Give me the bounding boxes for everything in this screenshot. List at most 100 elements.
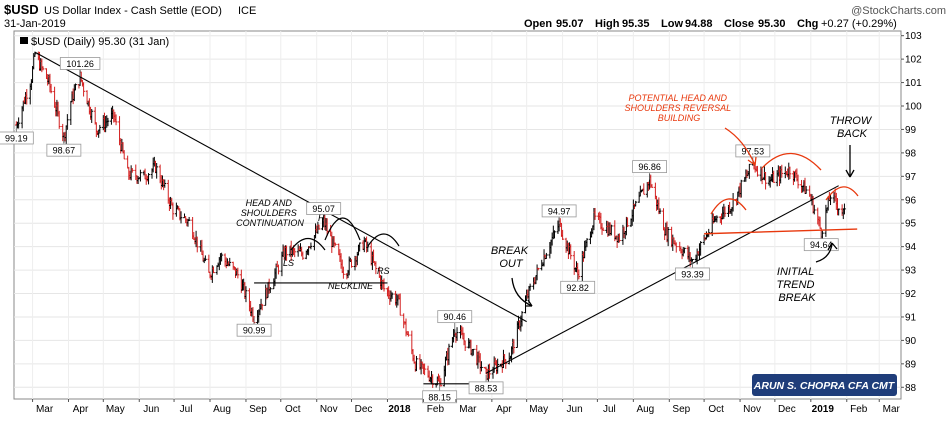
price-label-94.64: 94.64	[810, 240, 833, 250]
y-tick-label: 97	[905, 172, 917, 183]
chart-header: $USD US Dollar Index - Cash Settle (EOD)…	[4, 2, 946, 30]
x-tick-label: Mar	[883, 404, 901, 415]
x-tick-label: May	[529, 404, 548, 415]
x-tick-label: Apr	[496, 404, 512, 415]
price-labels: 99.19 98.67 101.26 90.99 95.07 88.15 90.46 88.5…	[0, 57, 839, 404]
price-label-98.67: 98.67	[53, 146, 76, 156]
legend-swatch	[20, 37, 28, 44]
y-tick-label: 100	[905, 102, 922, 113]
rs-arc	[367, 233, 400, 247]
hs-continuation-label: HEAD AND SHOULDERS CONTINUATION	[236, 198, 304, 228]
x-tick-label: Mar	[459, 404, 477, 415]
potential-line-2: SHOULDERS REVERSAL	[625, 103, 732, 113]
x-tick-label: Sep	[672, 404, 690, 415]
x-tick-label: 2018	[388, 404, 411, 415]
y-tick-label: 90	[905, 336, 917, 347]
x-tick-label: Apr	[73, 404, 89, 415]
price-label-box	[437, 310, 473, 324]
legend: $USD (Daily) 95.30 (31 Jan)	[20, 36, 169, 48]
x-tick-label: May	[106, 404, 125, 415]
trendline-support	[704, 228, 858, 235]
breakout-arrowhead	[525, 299, 533, 307]
x-tick-label: Aug	[636, 404, 654, 415]
breakout-line-1: BREAK	[491, 245, 529, 257]
x-tick-label: Aug	[213, 404, 231, 415]
y-tick-label: 89	[905, 359, 917, 370]
y-tick-label: 98	[905, 148, 917, 159]
chg-label: Chg	[797, 18, 818, 30]
x-tick-label: Jul	[180, 404, 193, 415]
watermark[interactable]: @StockCharts.com	[851, 5, 946, 17]
price-label-box	[59, 57, 101, 70]
price-label-box	[468, 381, 504, 395]
hs-line-1: HEAD AND	[246, 198, 293, 208]
potential-arrow	[724, 127, 756, 166]
price-label-93.39: 93.39	[681, 269, 704, 279]
potential-line-1: POTENTIAL HEAD AND	[628, 93, 727, 103]
trendline-downtrend	[34, 51, 527, 323]
price-series	[14, 51, 846, 388]
y-tick-label: 93	[905, 266, 917, 277]
itb-arrow	[815, 243, 833, 263]
x-tick-label: 2019	[812, 404, 835, 415]
y-tick-label: 92	[905, 289, 917, 300]
chart-date: 31-Jan-2019	[4, 18, 66, 30]
ls-arc	[290, 237, 326, 251]
rev-rs-arc	[825, 186, 859, 201]
x-tick-label: Jul	[603, 404, 616, 415]
x-tick-label: Jun	[143, 404, 159, 415]
ls-label: LS	[283, 258, 294, 268]
price-label-box	[735, 144, 771, 158]
y-tick-label: 101	[905, 78, 922, 89]
y-axis: 88 89 90 91 92 93 94 95 96 97 98 99 100 101 102 103	[901, 31, 922, 394]
itb-line-1: INITIAL	[777, 266, 814, 278]
price-label-box	[236, 323, 272, 337]
x-tick-label: Sep	[249, 404, 267, 415]
x-tick-label: Mar	[36, 404, 54, 415]
breakout-arrow	[511, 277, 533, 307]
hs-line-3: CONTINUATION	[236, 218, 304, 228]
price-label-box	[560, 280, 596, 294]
y-tick-label: 96	[905, 195, 917, 206]
price-label-box	[541, 204, 577, 218]
price-label-96.86: 96.86	[638, 162, 661, 172]
low-label: Low	[661, 18, 683, 30]
itb-line-2: TREND	[777, 279, 815, 291]
open-label: Open	[524, 18, 552, 30]
throwback-label: THROW BACK	[830, 115, 875, 140]
author-badge-bg	[752, 374, 897, 396]
throwback-line-1: THROW	[830, 115, 873, 127]
price-label-99.19: 99.19	[5, 133, 28, 143]
plot-frame	[13, 30, 902, 400]
y-tick-label: 94	[905, 242, 917, 253]
high-value: 95.35	[622, 18, 650, 30]
y-tick-label: 99	[905, 125, 917, 136]
rev-h-arc	[761, 152, 822, 171]
throwback-arrowhead	[845, 169, 855, 178]
price-label-95.07: 95.07	[312, 204, 335, 214]
author-badge-text: ARUN S. CHOPRA CFA CMT	[753, 380, 896, 392]
rev-ls-arc	[710, 198, 747, 215]
x-tick-label: Nov	[320, 404, 338, 415]
symbol-name: US Dollar Index - Cash Settle (EOD)	[44, 5, 222, 17]
price-label-box	[675, 267, 710, 281]
price-label-88.53: 88.53	[475, 383, 498, 393]
y-tick-label: 88	[905, 383, 917, 394]
throwback-line-2: BACK	[837, 128, 868, 140]
price-label-box	[306, 202, 342, 215]
open-value: 95.07	[556, 18, 584, 30]
price-label-90.99: 90.99	[243, 326, 266, 336]
annotations: HEAD AND SHOULDERS CONTINUATION LS H RS …	[236, 93, 897, 396]
rs-label: RS	[377, 266, 390, 276]
symbol: $USD	[4, 2, 39, 17]
price-label-101.26: 101.26	[66, 59, 94, 69]
x-tick-label: Feb	[850, 404, 868, 415]
price-label-box	[632, 160, 667, 174]
x-tick-label: Dec	[355, 404, 373, 415]
price-label-88.15: 88.15	[428, 392, 451, 402]
x-tick-label: Oct	[708, 404, 724, 415]
x-tick-label: Feb	[427, 404, 445, 415]
price-label-94.97: 94.97	[548, 206, 571, 216]
y-tick-label: 103	[905, 31, 922, 42]
x-tick-label: Jun	[567, 404, 583, 415]
